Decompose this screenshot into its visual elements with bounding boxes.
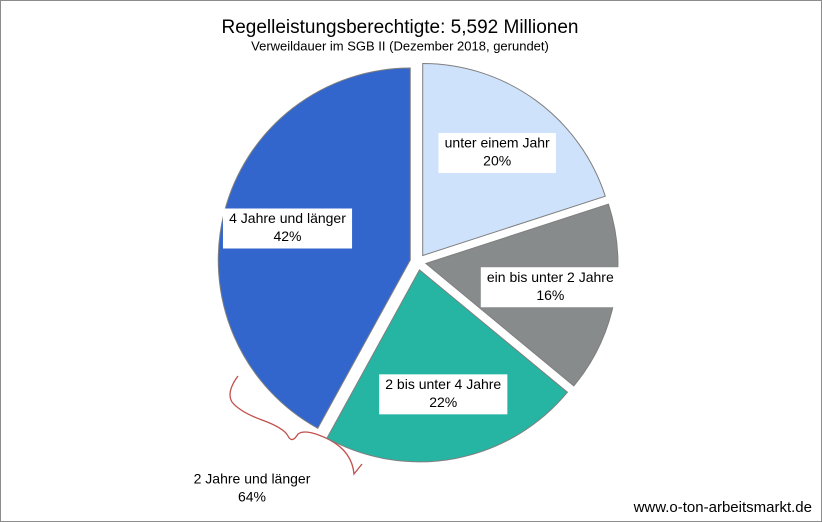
annotation-value: 64%	[238, 489, 266, 505]
label-box	[222, 208, 353, 249]
slice-label-value: 20%	[483, 153, 511, 169]
slice-label-name: 2 bis unter 4 Jahre	[385, 376, 501, 392]
source: www.o-ton-arbeitsmarkt.de	[633, 499, 812, 516]
slice-label-value: 42%	[273, 228, 301, 244]
chart-title: Regelleistungsberechtigte: 5,592 Million…	[221, 17, 578, 38]
slice-label: ein bis unter 2 Jahre 16%	[480, 267, 620, 308]
slice-label: 4 Jahre und länger 42%	[222, 208, 353, 249]
slice-label: 2 bis unter 4 Jahre 22%	[379, 374, 508, 415]
slice-label-value: 22%	[429, 394, 457, 410]
label-box	[438, 133, 556, 174]
label-box	[379, 374, 508, 415]
slice-label-name: 4 Jahre und länger	[229, 210, 346, 226]
slice-label-name: unter einem Jahr	[445, 135, 550, 151]
label-box	[480, 267, 620, 308]
slice-label: unter einem Jahr 20%	[438, 133, 556, 174]
slice-label-value: 16%	[536, 287, 564, 303]
chart-subtitle: Verweildauer im SGB II (Dezember 2018, g…	[251, 38, 549, 53]
slice-label-name: ein bis unter 2 Jahre	[487, 269, 614, 285]
annotation-text: 2 Jahre und länger	[194, 471, 311, 487]
